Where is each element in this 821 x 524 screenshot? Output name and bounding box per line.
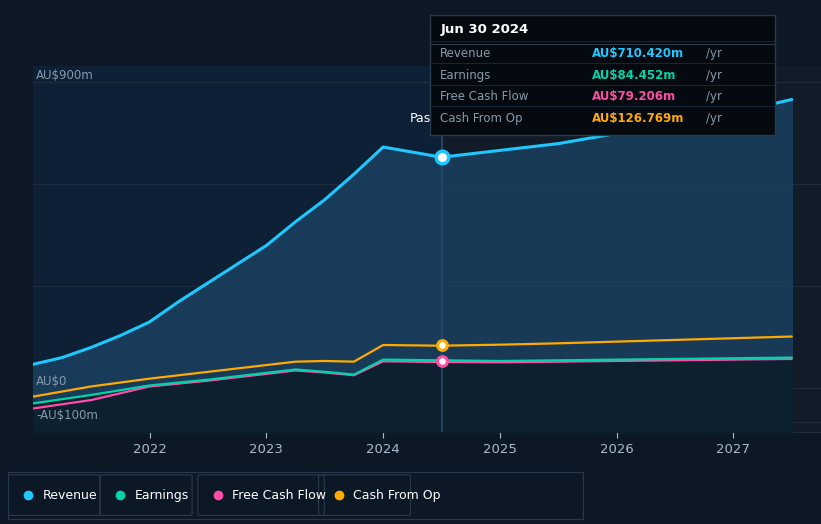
Text: Analysts Forecasts: Analysts Forecasts: [453, 112, 570, 125]
Text: Free Cash Flow: Free Cash Flow: [232, 489, 326, 501]
Text: Revenue: Revenue: [43, 489, 98, 501]
Text: AU$79.206m: AU$79.206m: [592, 90, 677, 103]
Text: Past: Past: [410, 112, 436, 125]
Text: /yr: /yr: [706, 69, 722, 82]
Text: AU$84.452m: AU$84.452m: [592, 69, 677, 82]
Text: AU$900m: AU$900m: [36, 70, 94, 82]
Text: AU$0: AU$0: [36, 375, 67, 388]
Text: Revenue: Revenue: [440, 47, 492, 60]
Text: Earnings: Earnings: [135, 489, 189, 501]
Bar: [442, 66, 821, 432]
Text: Jun 30 2024: Jun 30 2024: [440, 23, 529, 36]
Text: Free Cash Flow: Free Cash Flow: [440, 90, 529, 103]
Text: AU$126.769m: AU$126.769m: [592, 112, 685, 125]
Bar: [33, 66, 442, 432]
Text: AU$710.420m: AU$710.420m: [592, 47, 684, 60]
Text: /yr: /yr: [706, 112, 722, 125]
Text: /yr: /yr: [706, 47, 722, 60]
Text: /yr: /yr: [706, 90, 722, 103]
Text: Cash From Op: Cash From Op: [353, 489, 441, 501]
Text: Earnings: Earnings: [440, 69, 492, 82]
Text: -AU$100m: -AU$100m: [36, 409, 99, 422]
Text: Cash From Op: Cash From Op: [440, 112, 523, 125]
